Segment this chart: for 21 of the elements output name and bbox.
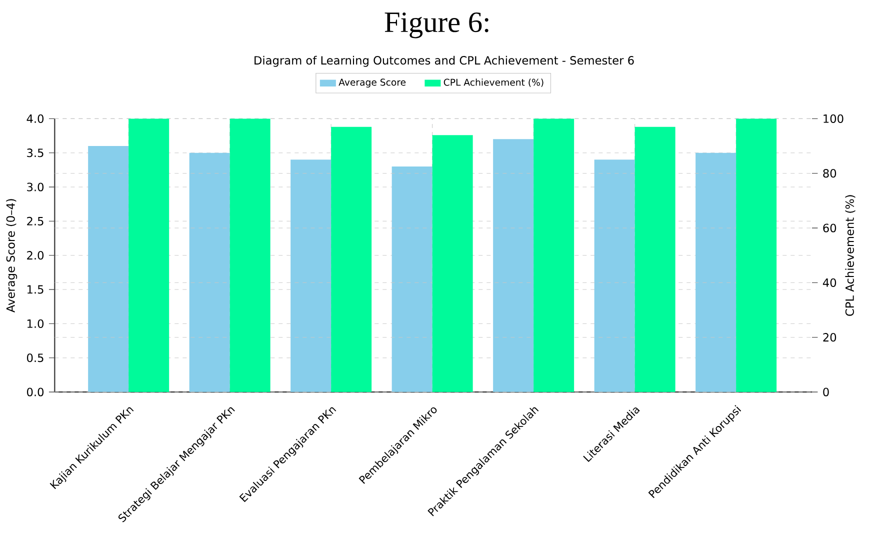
- y-tick-label: 0.5: [26, 354, 44, 362]
- y-tick-label: 4.0: [26, 114, 44, 123]
- chart-title: Figure 6:: [384, 12, 488, 38]
- y2-tick-label: 0: [823, 388, 829, 396]
- y-tick-label: 1.5: [28, 285, 44, 294]
- y-axis-title: Average Score (0–4): [6, 199, 18, 312]
- y2-tick-label: 20: [823, 333, 836, 342]
- y-tick-label: 2.5: [27, 216, 44, 226]
- y-tick-label: 3.0: [27, 182, 44, 192]
- y-tick-label: 0.0: [26, 388, 44, 396]
- y2-tick-label: 80: [823, 169, 836, 178]
- y2-tick-label: 40: [822, 278, 836, 287]
- legend-label: Average Score: [338, 78, 406, 88]
- chart-subtitle: Diagram of Learning Outcomes and CPL Achievement - Semester 6: [254, 56, 634, 67]
- y-tick-label: 3.5: [27, 148, 44, 158]
- y2-axis-title: CPL Achievement (%): [845, 195, 856, 316]
- y-tick-label: 1.0: [28, 319, 44, 328]
- y2-tick-label: 60: [823, 224, 836, 232]
- y-tick-label: 2.0: [27, 251, 44, 260]
- y2-tick-label: 100: [824, 114, 844, 123]
- legend-label: CPL Achievement (%): [444, 78, 544, 87]
